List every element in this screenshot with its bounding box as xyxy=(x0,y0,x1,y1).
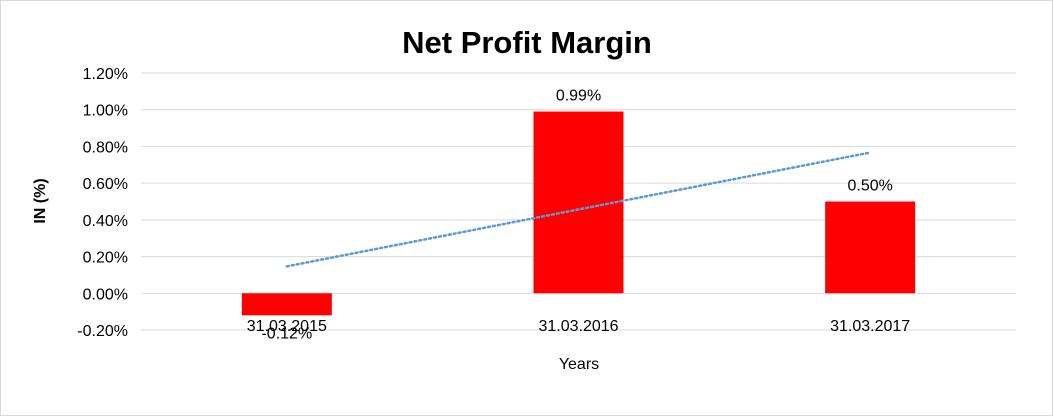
data-label-31.03.2016: 0.99% xyxy=(556,88,601,105)
bar-31.03.2015 xyxy=(241,293,332,316)
y-tick-label: 0.00% xyxy=(83,286,128,303)
y-tick-label: 1.20% xyxy=(83,66,128,83)
data-labels: -0.12% 0.99% 0.50% xyxy=(261,88,892,343)
y-tick-label: 0.20% xyxy=(83,250,128,267)
y-tick-label: 0.40% xyxy=(83,213,128,230)
y-tick-label: 1.00% xyxy=(83,103,128,120)
y-tick-label: 0.80% xyxy=(83,139,128,156)
bar-31.03.2017 xyxy=(825,201,916,294)
bars xyxy=(241,111,916,316)
data-label-31.03.2015: -0.12% xyxy=(261,325,312,342)
y-tick-label: 0.60% xyxy=(83,176,128,193)
y-tick-label: -0.20% xyxy=(77,323,128,340)
x-tick-label: 31.03.2015 xyxy=(247,318,327,335)
bar-31.03.2016 xyxy=(533,111,624,294)
y-axis-ticks: -0.20% 0.00% 0.20% 0.40% 0.60% 0.80% 1.00% 1.20… xyxy=(77,66,128,340)
trendline-group xyxy=(285,151,872,268)
x-axis-ticks: 31.03.2015 31.03.2016 31.03.2017 xyxy=(247,318,911,335)
chart-title: Net Profit Margin xyxy=(402,25,652,60)
x-axis-title: Years xyxy=(559,356,599,373)
x-tick-label: 31.03.2017 xyxy=(830,318,910,335)
x-tick-label: 31.03.2016 xyxy=(538,318,618,335)
trendline xyxy=(285,151,872,268)
y-axis-title: IN (%) xyxy=(32,178,49,223)
data-label-31.03.2017: 0.50% xyxy=(847,178,892,195)
